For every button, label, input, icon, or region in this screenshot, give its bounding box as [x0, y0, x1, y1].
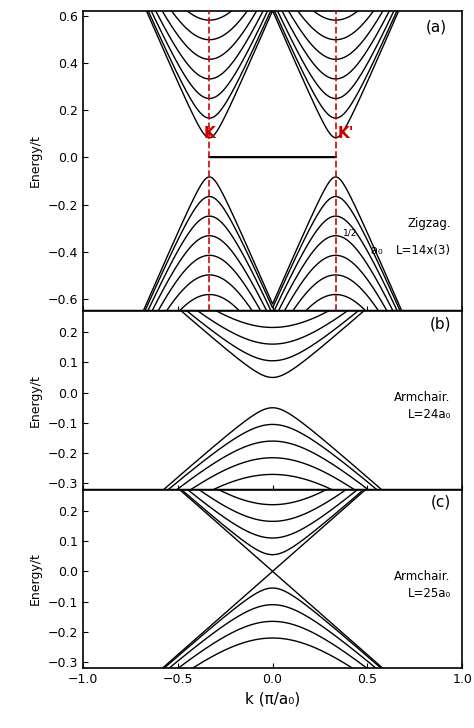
Text: K': K': [337, 126, 354, 141]
Y-axis label: Energy/t: Energy/t: [29, 135, 42, 187]
Y-axis label: Energy/t: Energy/t: [29, 553, 42, 606]
Text: 1/2: 1/2: [343, 229, 357, 237]
Text: (a): (a): [426, 20, 447, 35]
X-axis label: k (π/a₀): k (π/a₀): [245, 692, 300, 707]
Text: Armchair.
L=25a₀: Armchair. L=25a₀: [394, 570, 451, 600]
Text: Armchair.
L=24a₀: Armchair. L=24a₀: [394, 391, 451, 422]
Text: (c): (c): [430, 495, 451, 510]
Text: a₀: a₀: [367, 244, 383, 257]
Text: K: K: [203, 126, 215, 141]
Y-axis label: Energy/t: Energy/t: [29, 373, 42, 427]
Text: (b): (b): [429, 316, 451, 331]
Text: L=14x(3): L=14x(3): [396, 244, 451, 257]
Text: Zigzag.: Zigzag.: [407, 217, 451, 230]
